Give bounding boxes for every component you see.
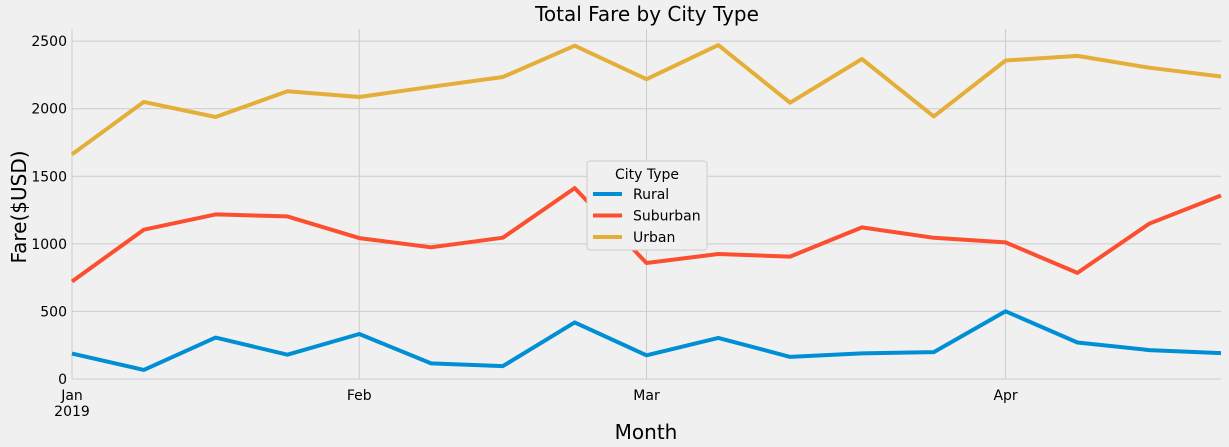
legend-title: City Type (615, 167, 679, 183)
legend-label-rural: Rural (633, 187, 669, 203)
y-tick-label: 1000 (31, 237, 67, 253)
chart-title: Total Fare by City Type (534, 2, 759, 26)
legend-label-urban: Urban (633, 230, 675, 246)
x-tick-label: Jan (60, 388, 83, 404)
y-tick-label: 0 (58, 372, 67, 388)
legend: City Type Rural Suburban Urban (586, 160, 708, 251)
y-tick-label: 2000 (31, 102, 67, 118)
legend-items: Rural Suburban Urban (593, 187, 701, 246)
y-tick-label: 1500 (31, 169, 67, 185)
x-tick-label: Apr (993, 388, 1017, 404)
legend-box (586, 160, 708, 251)
plot-lines (70, 43, 1222, 372)
legend-label-suburban: Suburban (633, 209, 701, 225)
x-tick-label: Mar (633, 388, 660, 404)
x-tick-sublabel: 2019 (54, 404, 90, 420)
series-line-rural (71, 309, 1222, 372)
series-line-suburban (70, 186, 1222, 284)
y-tick-label: 500 (40, 304, 67, 320)
series-line-urban (70, 43, 1222, 157)
y-axis-label: Fare($USD) (7, 150, 31, 263)
x-axis-label: Month (615, 420, 678, 444)
y-tick-label: 2500 (31, 34, 67, 50)
y-axis-ticks: 0 500 1000 1500 2000 2500 (31, 34, 67, 388)
x-tick-label: Feb (347, 388, 372, 404)
